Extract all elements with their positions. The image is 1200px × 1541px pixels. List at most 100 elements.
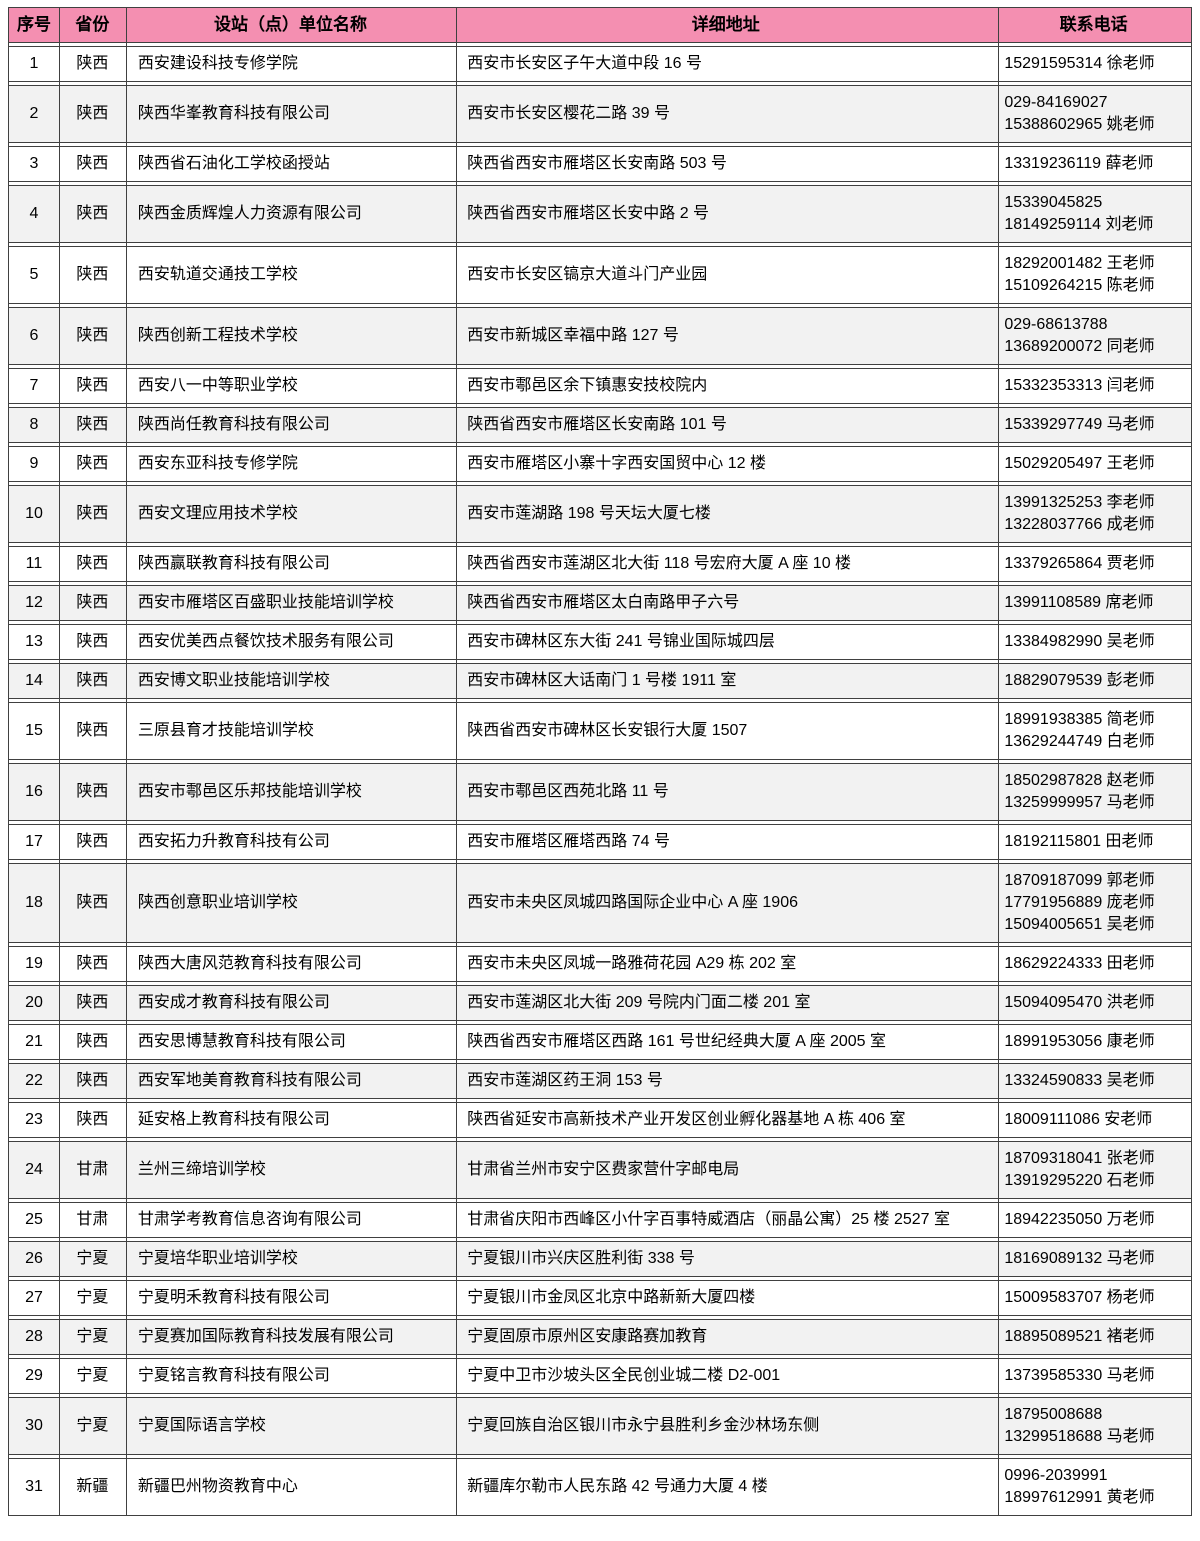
table-row: 30 宁夏 宁夏国际语言学校 宁夏回族自治区银川市永宁县胜利乡金沙林场东侧 187950… [9,1397,1191,1455]
phone-line: 18149259114 刘老师 [1004,216,1154,233]
phone-line: 15094005651 吴老师 [1004,916,1155,933]
unit-name-cell: 甘肃学考教育信息咨询有限公司 [137,1211,362,1228]
header-cell-address: 详细地址 [691,15,760,34]
header-cell-province: 省份 [75,15,110,34]
row-number-cell: 2 [29,105,39,122]
province-cell: 宁夏 [76,1328,109,1345]
phone-line: 18292001482 王老师 [1004,255,1155,272]
province-cell: 宁夏 [76,1289,109,1306]
address-cell: 西安市碑林区大话南门 1 号楼 1911 室 [467,672,737,689]
table-row: 20 陕西 西安成才教育科技有限公司 西安市莲湖区北大街 209 号院内门面二楼 20… [9,985,1191,1021]
province-cell: 陕西 [76,833,109,850]
address-cell: 西安市长安区子午大道中段 16 号 [467,55,702,72]
row-number-cell: 16 [25,783,43,800]
address-cell: 宁夏回族自治区银川市永宁县胜利乡金沙林场东侧 [467,1417,820,1434]
address-cell: 甘肃省庆阳市西峰区小什字百事特威酒店（丽晶公寓）25 楼 2527 室 [467,1211,950,1228]
table-row: 28 宁夏 宁夏赛加国际教育科技发展有限公司 宁夏固原市原州区安康路赛加教育 18895… [9,1319,1191,1355]
address-cell: 西安市莲湖区药王洞 153 号 [467,1072,663,1089]
phone-line: 18991938385 简老师 [1004,711,1155,728]
unit-name-cell: 陕西尚任教育科技有限公司 [137,416,330,433]
table-row: 8 陕西 陕西尚任教育科技有限公司 陕西省西安市雁塔区长安南路 101 号 153392… [9,407,1191,443]
phone-line: 13991108589 席老师 [1004,594,1154,611]
table-row: 24 甘肃 兰州三缔培训学校 甘肃省兰州市安宁区费家营什字邮电局 18709318041… [9,1141,1191,1199]
province-cell: 陕西 [76,1072,109,1089]
phone-cell: 15339045825 18149259114 刘老师 [996,186,1191,242]
table-row: 29 宁夏 宁夏铭言教育科技有限公司 宁夏中卫市沙坡头区全民创业城二楼 D2-001 1… [9,1358,1191,1394]
province-cell: 陕西 [76,55,109,72]
unit-name-cell: 西安市鄠邑区乐邦技能培训学校 [137,783,362,800]
table-row: 18 陕西 陕西创意职业培训学校 西安市未央区凤城四路国际企业中心 A 座 1906 1… [9,863,1191,943]
address-cell: 西安市莲湖路 198 号天坛大厦七楼 [467,505,711,522]
row-number-cell: 9 [29,455,39,472]
unit-name-cell: 陕西金质辉煌人力资源有限公司 [137,205,362,222]
phone-line: 15009583707 杨老师 [1004,1289,1155,1306]
table-row: 16 陕西 西安市鄠邑区乐邦技能培训学校 西安市鄠邑区西苑北路 11 号 1850298… [9,763,1191,821]
row-number-cell: 31 [25,1478,43,1495]
table-body: 1 陕西 西安建设科技专修学院 西安市长安区子午大道中段 16 号 1529159531… [9,46,1191,1516]
row-number-cell: 7 [29,377,39,394]
phone-cell: 029-84169027 15388602965 姚老师 [996,86,1191,142]
address-cell: 西安市鄠邑区余下镇惠安技校院内 [467,377,708,394]
address-cell: 西安市雁塔区雁塔西路 74 号 [467,833,670,850]
unit-name-cell: 西安军地美育教育科技有限公司 [137,1072,362,1089]
table-row: 27 宁夏 宁夏明禾教育科技有限公司 宁夏银川市金凤区北京中路新新大厦四楼 150095… [9,1280,1191,1316]
table-row: 9 陕西 西安东亚科技专修学院 西安市雁塔区小寨十字西安国贸中心 12 楼 150292… [9,446,1191,482]
row-number-cell: 15 [25,722,43,739]
phone-line: 18942235050 万老师 [1004,1211,1155,1228]
table-row: 11 陕西 陕西赢联教育科技有限公司 陕西省西安市莲湖区北大街 118 号宏府大厦 A… [9,546,1191,582]
unit-name-cell: 宁夏培华职业培训学校 [137,1250,298,1267]
phone-cell: 15291595314 徐老师 [996,47,1191,81]
row-number-cell: 17 [25,833,43,850]
row-number-cell: 23 [25,1111,43,1128]
unit-name-cell: 西安建设科技专修学院 [137,55,298,72]
unit-name-cell: 陕西省石油化工学校函授站 [137,155,330,172]
province-cell: 陕西 [76,722,109,739]
phone-line: 029-84169027 [1004,94,1108,111]
table-row: 12 陕西 西安市雁塔区百盛职业技能培训学校 陕西省西安市雁塔区太白南路甲子六号 139… [9,585,1191,621]
row-number-cell: 30 [25,1417,43,1434]
table-row: 5 陕西 西安轨道交通技工学校 西安市长安区镐京大道斗门产业园 18292001482 … [9,246,1191,304]
table-row: 26 宁夏 宁夏培华职业培训学校 宁夏银川市兴庆区胜利街 338 号 181690891… [9,1241,1191,1277]
phone-cell: 18629224333 田老师 [996,947,1191,981]
unit-name-cell: 陕西华峯教育科技有限公司 [137,105,330,122]
address-cell: 西安市鄠邑区西苑北路 11 号 [467,783,669,800]
unit-name-cell: 西安优美西点餐饮技术服务有限公司 [137,633,394,650]
unit-name-cell: 陕西创意职业培训学校 [137,894,298,911]
province-cell: 陕西 [76,416,109,433]
phone-cell: 13991108589 席老师 [996,586,1191,620]
unit-name-cell: 陕西大唐风范教育科技有限公司 [137,955,362,972]
row-number-cell: 12 [25,594,43,611]
phone-line: 15332353313 闫老师 [1004,377,1155,394]
phone-cell: 15029205497 王老师 [996,447,1191,481]
province-cell: 陕西 [76,105,109,122]
address-cell: 西安市碑林区东大街 241 号锦业国际城四层 [467,633,775,650]
phone-cell: 029-68613788 13689200072 同老师 [996,308,1191,364]
phone-line: 17791956889 庞老师 [1004,894,1155,911]
phone-cell: 0996-2039991 18997612991 黄老师 [996,1459,1191,1515]
row-number-cell: 19 [25,955,43,972]
phone-line: 13379265864 贾老师 [1004,555,1155,572]
province-cell: 陕西 [76,266,109,283]
row-number-cell: 4 [29,205,39,222]
column-divider [456,7,457,1516]
table-header-row: 序号 省份 设站（点）单位名称 详细地址 联系电话 [9,7,1191,43]
phone-line: 18991953056 康老师 [1004,1033,1155,1050]
table-row: 4 陕西 陕西金质辉煌人力资源有限公司 陕西省西安市雁塔区长安中路 2 号 153390… [9,185,1191,243]
phone-cell: 15009583707 杨老师 [996,1281,1191,1315]
column-divider [998,7,999,1516]
phone-line: 15029205497 王老师 [1004,455,1155,472]
address-cell: 宁夏中卫市沙坡头区全民创业城二楼 D2-001 [467,1367,781,1384]
row-number-cell: 22 [25,1072,43,1089]
phone-line: 18009111086 安老师 [1004,1111,1153,1128]
phone-cell: 18942235050 万老师 [996,1203,1191,1237]
phone-cell: 13379265864 贾老师 [996,547,1191,581]
row-number-cell: 3 [29,155,39,172]
row-number-cell: 25 [25,1211,43,1228]
unit-name-cell: 西安拓力升教育科技有公司 [137,833,330,850]
row-number-cell: 27 [25,1289,43,1306]
row-number-cell: 20 [25,994,43,1011]
unit-name-cell: 西安轨道交通技工学校 [137,266,298,283]
table-row: 25 甘肃 甘肃学考教育信息咨询有限公司 甘肃省庆阳市西峰区小什字百事特威酒店（丽晶公… [9,1202,1191,1238]
table-row: 6 陕西 陕西创新工程技术学校 西安市新城区幸福中路 127 号 029-6861378… [9,307,1191,365]
